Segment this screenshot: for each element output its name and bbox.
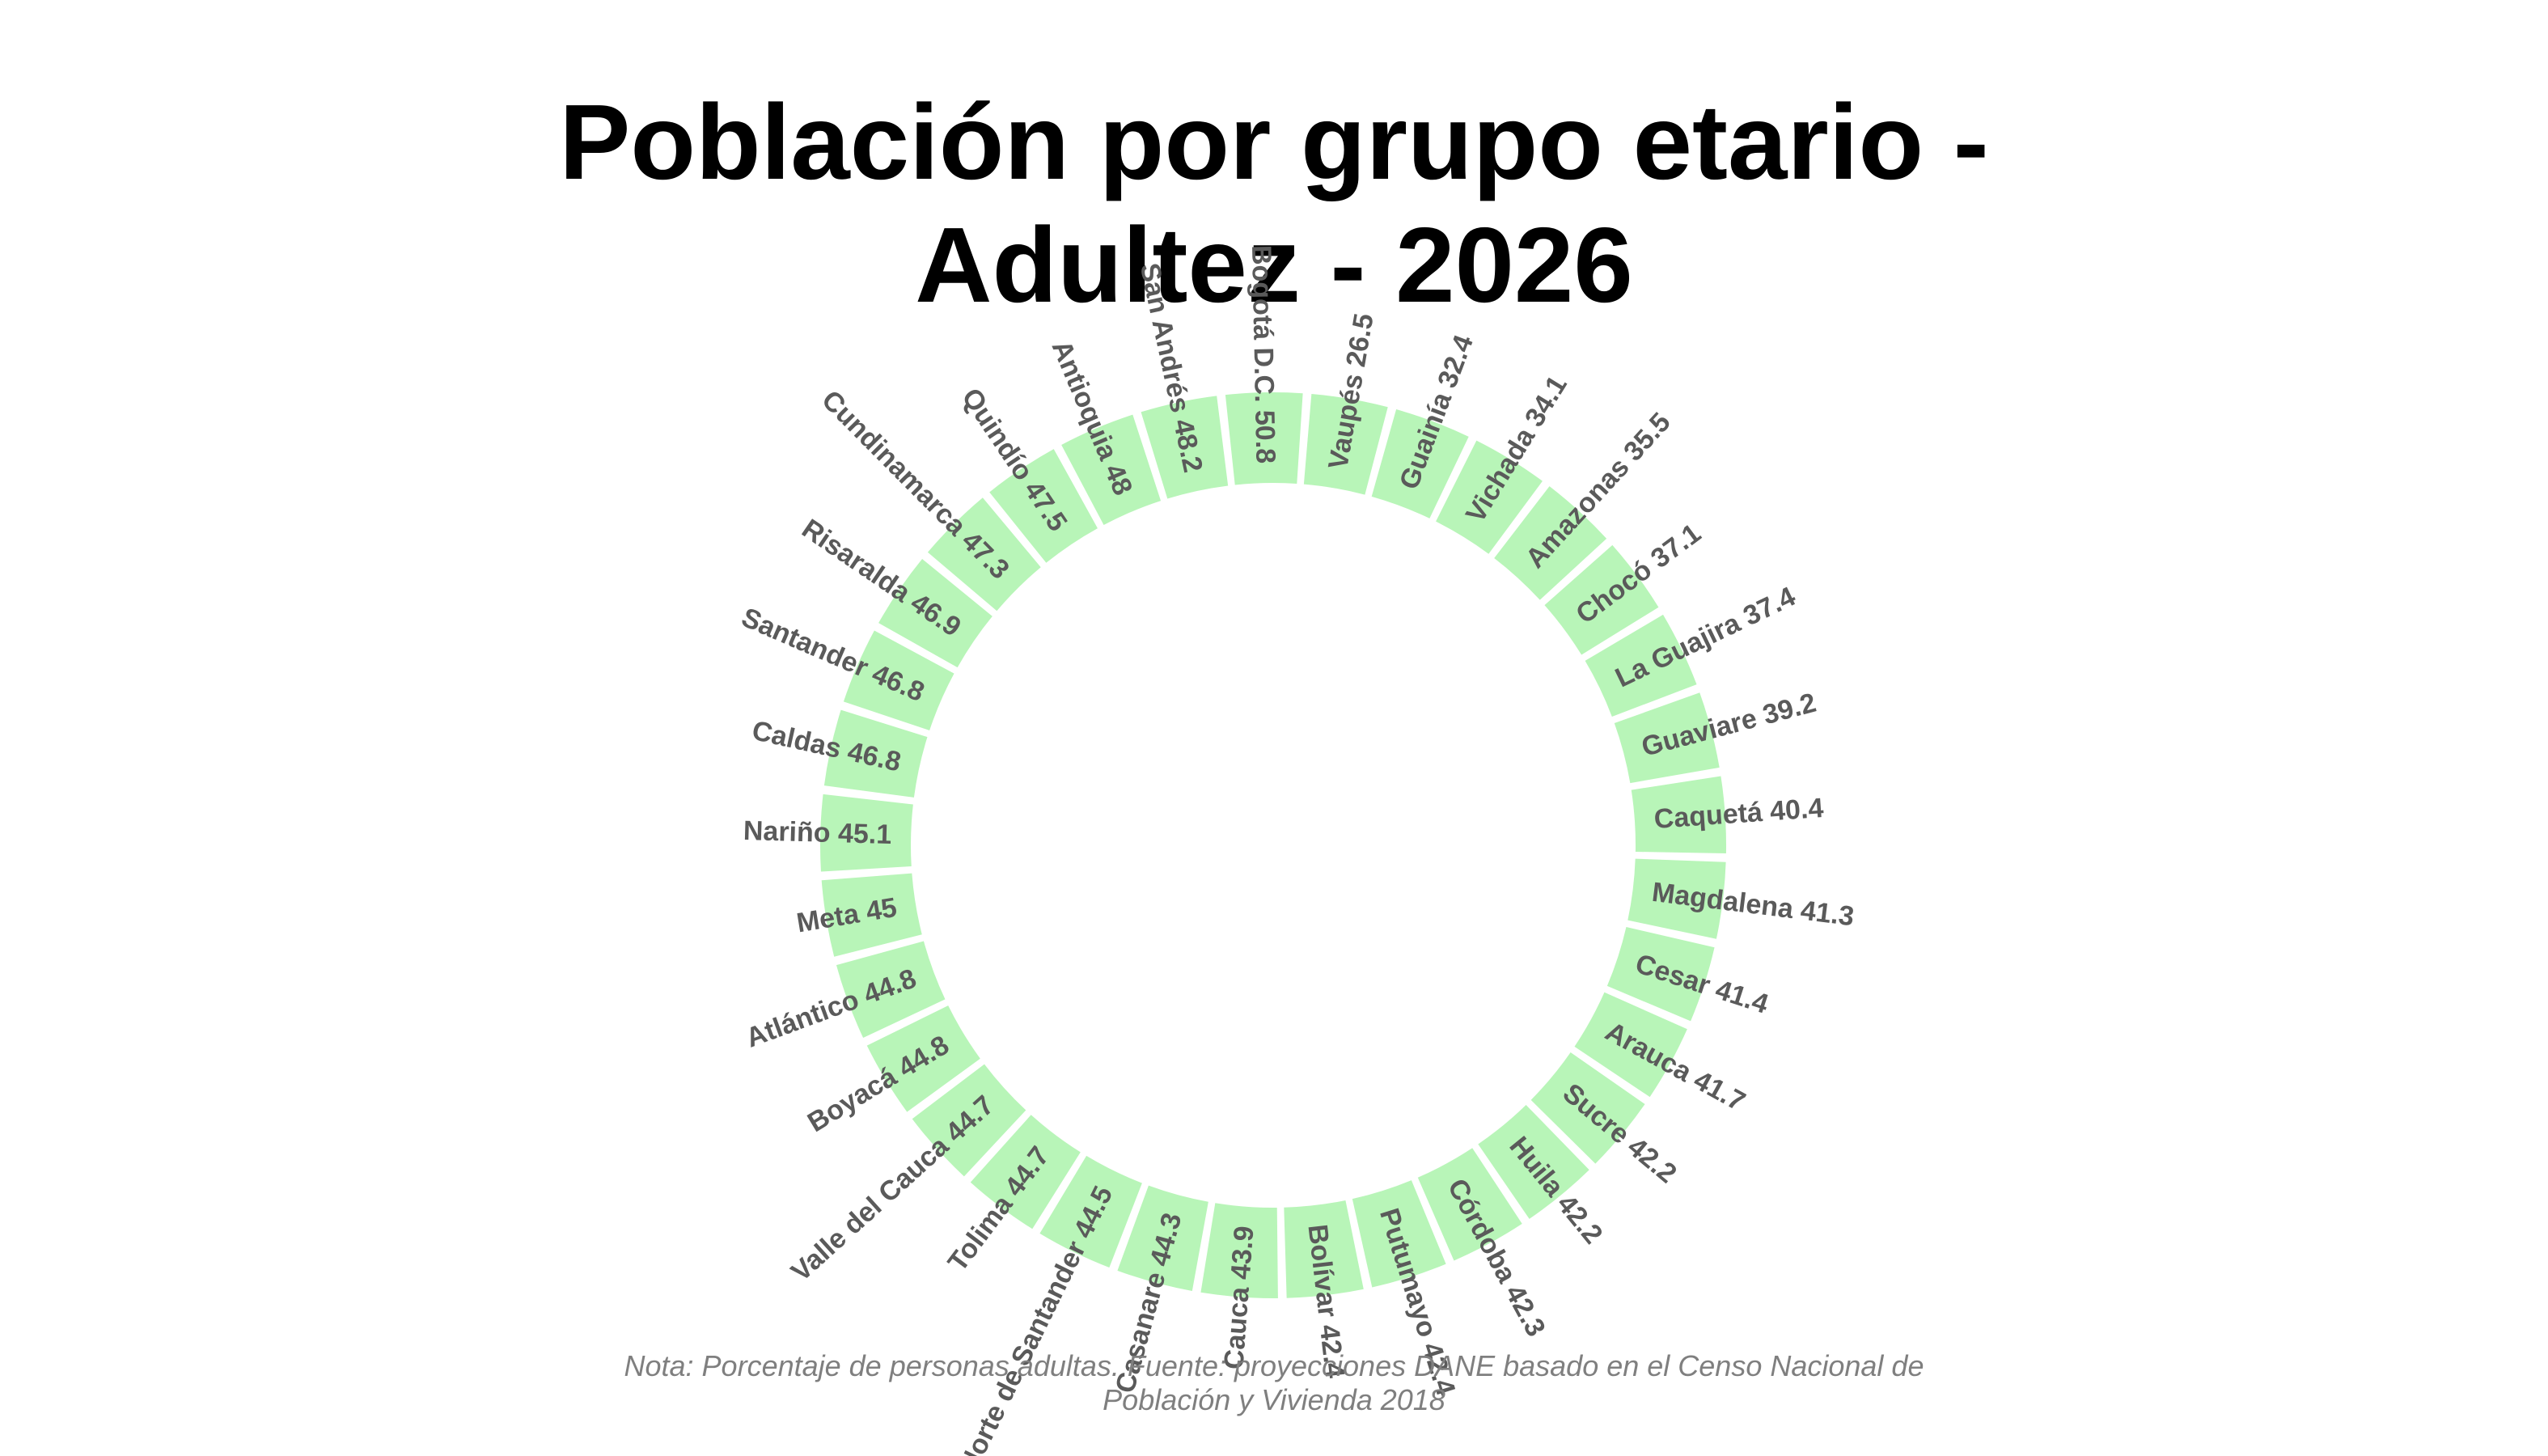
- chart-note-line-1: Nota: Porcentaje de personas adultas. Fu…: [624, 1349, 1924, 1382]
- bar-segment-arauca: [1574, 992, 1687, 1098]
- bar-segment-amazonas: [1494, 486, 1607, 600]
- chart-note-line-2: Población y Vivienda 2018: [1103, 1383, 1445, 1416]
- bar-segment-valle-del-cauca: [912, 1064, 1026, 1177]
- bar-segment-caldas: [823, 709, 928, 798]
- bar-segment-huila: [1478, 1104, 1589, 1219]
- bar-segment-risaralda: [878, 559, 993, 668]
- chart-title-line-2: Adultez - 2026: [915, 205, 1633, 324]
- bar-segment-vaupés: [1303, 394, 1388, 495]
- bar-segment-la-guajira: [1585, 614, 1697, 717]
- bar-segment-guaviare: [1614, 692, 1720, 784]
- bar-segment-casanare: [1117, 1185, 1208, 1291]
- bar-segment-sucre: [1530, 1052, 1645, 1164]
- bar-segment-quindío: [989, 449, 1098, 563]
- bar-segment-putumayo: [1352, 1180, 1446, 1288]
- bar-segment-norte-de-santander: [1039, 1155, 1142, 1268]
- bar-segment-tolima: [970, 1115, 1081, 1230]
- bar-segment-vichada: [1436, 440, 1543, 554]
- bar-segment-atlántico: [836, 941, 946, 1038]
- bar-segment-meta: [821, 873, 922, 957]
- chart-title-line-1: Población por grupo etario -: [559, 83, 1989, 201]
- bar-segment-cesar: [1606, 927, 1715, 1022]
- chart-title: Población por grupo etario - Adultez - 2…: [0, 81, 2548, 327]
- bar-segment-caquetá: [1631, 776, 1726, 853]
- bar-segment-antioquia: [1061, 414, 1162, 525]
- bar-segment-chocó: [1544, 544, 1659, 655]
- bar-segments: [820, 392, 1726, 1298]
- bar-segment-cauca: [1200, 1203, 1278, 1298]
- bar-segment-nariño: [820, 794, 913, 872]
- bar-segment-córdoba: [1417, 1148, 1522, 1261]
- bar-segment-boyacá: [866, 1005, 980, 1112]
- bar-segment-bolívar: [1284, 1200, 1364, 1298]
- bar-segment-guainía: [1371, 409, 1469, 518]
- bar-label: Guaviare 39.2: [1639, 688, 1820, 763]
- bar-label: Nariño 45.1: [743, 815, 891, 850]
- bar-segment-santander: [843, 630, 954, 730]
- bar-segment-san-andrés: [1141, 396, 1229, 499]
- bar-segment-magdalena: [1627, 858, 1726, 939]
- chart-note: Nota: Porcentaje de personas adultas. Fu…: [0, 1349, 2548, 1417]
- bar-segment-bogotá-d-c-: [1225, 392, 1303, 485]
- bar-segment-cundinamarca: [927, 497, 1041, 612]
- bar-label: Bogotá D.C. 50.8: [1246, 245, 1280, 464]
